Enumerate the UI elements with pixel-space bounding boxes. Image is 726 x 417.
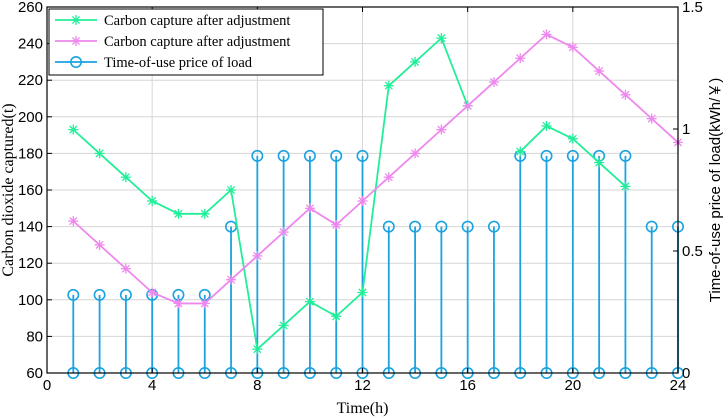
- price-stem-marker: [277, 149, 290, 162]
- y-tick-label: 220: [18, 72, 43, 89]
- legend-swatch-marker: [71, 36, 81, 46]
- series-2-point: [120, 263, 131, 274]
- y-tick-label: 120: [18, 255, 43, 272]
- series-1-point: [567, 133, 578, 144]
- price-stem-marker: [67, 288, 80, 301]
- price-stem-marker: [251, 149, 264, 162]
- series-2-point: [436, 124, 447, 135]
- price-stem-marker: [119, 288, 132, 301]
- y-tick-label: 260: [18, 0, 43, 16]
- y2-tick-label: 1.5: [682, 0, 703, 16]
- series-1-point: [120, 172, 131, 183]
- y2-tick-label: 0: [682, 365, 690, 382]
- series-1-point: [620, 181, 631, 192]
- series-2-point: [410, 148, 421, 159]
- series-1-point: [173, 208, 184, 219]
- series-2-point: [199, 298, 210, 309]
- series-2-point: [594, 66, 605, 77]
- y-tick-label: 140: [18, 219, 43, 236]
- price-stem-marker: [487, 220, 500, 233]
- series-1-point: [383, 80, 394, 91]
- legend-swatch-marker: [70, 55, 83, 68]
- series-lines: [68, 29, 683, 355]
- series-2-point: [567, 42, 578, 53]
- series-1-point: [357, 287, 368, 298]
- price-stem-marker: [566, 149, 579, 162]
- y-tick-label: 80: [26, 328, 43, 345]
- series-2-point: [94, 239, 105, 250]
- series-2-point: [173, 298, 184, 309]
- price-stem-marker: [540, 149, 553, 162]
- y-tick-label: 240: [18, 36, 43, 53]
- y-tick-label: 200: [18, 109, 43, 126]
- series-2-point: [515, 53, 526, 64]
- series-2-point: [278, 227, 289, 238]
- series-2-point: [357, 195, 368, 206]
- series-1-point: [410, 56, 421, 67]
- x-axis-label: Time(h): [337, 400, 389, 417]
- y-tick-label: 180: [18, 145, 43, 162]
- axis-ticks: 0 4 8 12 16 20 24 60 80 100 120 140 160 180 200 220 240 2…: [18, 0, 703, 394]
- x-tick-label: 0: [43, 377, 51, 394]
- y2-tick-label: 0.5: [682, 243, 703, 260]
- series-1-line: [72, 36, 469, 351]
- y-axis-label: Carbon dioxide captured(t): [0, 103, 17, 276]
- series-1-point: [226, 185, 237, 195]
- series-2-point: [488, 77, 499, 88]
- x-tick-label: 4: [148, 377, 156, 394]
- series-1-point: [68, 124, 79, 135]
- series-1-point: [278, 320, 289, 331]
- series-2-point: [383, 172, 394, 183]
- series-2-line: [72, 33, 679, 305]
- price-stem-marker: [93, 288, 106, 301]
- series-1-point: [331, 311, 342, 322]
- x-tick-label: 8: [253, 377, 261, 394]
- series-2-point: [462, 100, 473, 111]
- series-1-point: [594, 157, 605, 168]
- series-2-point: [331, 219, 342, 230]
- price-stem-marker: [619, 149, 632, 162]
- legend-swatch-marker: [71, 15, 81, 25]
- series-1-point: [199, 208, 210, 219]
- legend-label: Carbon capture after adjustment: [104, 13, 290, 29]
- x-tick-label: 24: [670, 377, 687, 394]
- price-stem-marker: [409, 220, 422, 233]
- series-1-point: [541, 120, 552, 131]
- price-stem-marker: [382, 220, 395, 233]
- series-1-point: [252, 344, 263, 355]
- series-2-point: [304, 203, 315, 214]
- price-stem-marker: [461, 220, 474, 233]
- series-2-point: [646, 113, 657, 124]
- price-stem-marker: [303, 149, 316, 162]
- series-2-point: [68, 216, 79, 227]
- y-tick-label: 100: [18, 292, 43, 309]
- x-tick-label: 12: [354, 377, 371, 394]
- price-stem-marker: [356, 149, 369, 162]
- y-tick-label: 160: [18, 182, 43, 199]
- legend: Carbon capture after adjustment Carbon ca…: [48, 8, 324, 76]
- price-stem-marker: [330, 149, 343, 162]
- series-2-point: [620, 89, 631, 100]
- series-2-point: [147, 287, 158, 298]
- series-2-point: [252, 250, 263, 261]
- y-tick-label: 60: [26, 365, 43, 382]
- y2-tick-label: 1: [682, 121, 690, 138]
- x-tick-label: 20: [564, 377, 581, 394]
- series-2-point: [541, 29, 552, 40]
- legend-label: Carbon capture after adjustment: [104, 34, 290, 50]
- series-1-point: [436, 33, 447, 44]
- price-stem-marker: [645, 220, 658, 233]
- series-1-point: [94, 148, 105, 159]
- y2-axis-label: Time-of-use price of load(kWh/￥): [707, 78, 724, 303]
- price-stem-marker: [435, 220, 448, 233]
- series-2-point: [226, 274, 237, 285]
- x-tick-label: 16: [459, 377, 476, 394]
- series-1-point: [304, 296, 315, 307]
- series-1-point: [147, 195, 158, 206]
- series-1-point: [515, 146, 526, 157]
- legend-label: Time-of-use price of load: [104, 55, 253, 71]
